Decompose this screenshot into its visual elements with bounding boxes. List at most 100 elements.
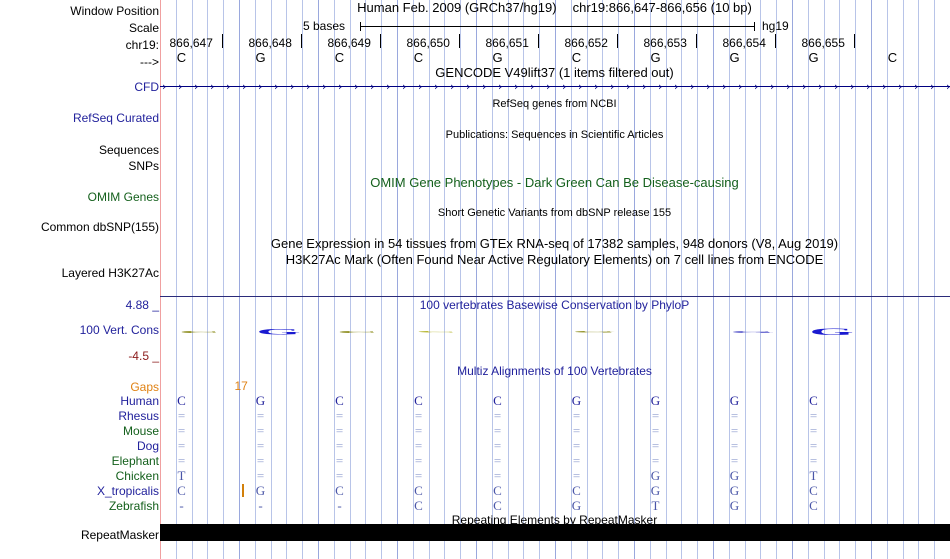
strand-arrow-icon: › [546,80,551,93]
strand-arrow-icon: › [514,80,519,93]
alignment-base: T [651,498,660,513]
alignment-base: G [571,393,582,408]
alignment-match-mark: = [256,423,265,438]
ruler-tick [537,34,539,48]
reference-base: C [176,50,187,65]
strand-arrow-icon: › [706,80,711,93]
conservation-base-mark: C [178,330,221,334]
label-repeatmasker[interactable]: RepeatMasker [80,528,159,542]
alignment-base: C [572,483,581,498]
ruler-coordinate: 866,651 [485,36,529,50]
reference-base: G [729,50,740,65]
alignment-base: C [809,393,818,408]
species-label-x_tropicalis[interactable]: X_tropicalis [96,484,159,498]
conservation-base-mark: G [730,330,775,334]
strand-arrow-icon: › [210,80,215,93]
label-layered-h3k27ac[interactable]: Layered H3K27Ac [61,266,159,280]
alignment-match-mark: = [335,468,344,483]
track-title-repeatmasker: Repeating Elements by RepeatMasker [451,513,658,527]
reference-base: C [334,50,345,65]
label-refseq-curated[interactable]: RefSeq Curated [72,111,159,125]
conservation-base-mark: C [336,330,379,334]
alignment-base: G [729,468,740,483]
assembly-title: Human Feb. 2009 (GRCh37/hg19) [357,0,557,15]
alignment-match-mark: = [414,453,423,468]
alignment-match-mark: = [177,453,186,468]
alignment-match-mark: = [414,423,423,438]
track-title-omim: OMIM Gene Phenotypes - Dark Green Can Be… [370,175,739,190]
reference-base: G [808,50,819,65]
label-snps[interactable]: SNPs [128,159,159,173]
conservation-base-mark: G [572,330,617,334]
ruler-tick [300,34,302,48]
strand-arrow-icon: › [834,80,839,93]
reference-base: C [887,50,898,65]
alignment-base: C [177,393,186,408]
alignment-base: G [650,393,661,408]
track-title-h3k27ac: H3K27Ac Mark (Often Found Near Active Re… [285,252,824,267]
alignment-match-mark: = [493,438,502,453]
label-100-vert-cons[interactable]: 100 Vert. Cons [79,323,159,337]
label-cons-min: -4.5 _ [128,349,159,363]
species-label-dog[interactable]: Dog [136,439,159,453]
strand-arrow-icon: › [754,80,759,93]
strand-arrow-icon: › [258,80,263,93]
strand-arrow-icon: › [242,80,247,93]
species-label-mouse[interactable]: Mouse [122,424,159,438]
track-title-refseq: RefSeq genes from NCBI [492,98,617,110]
label-gaps[interactable]: Gaps [130,380,159,394]
conservation-base-mark: G [256,327,301,337]
strand-arrow-icon: › [594,80,599,93]
assembly-position-header: Human Feb. 2009 (GRCh37/hg19) chr19:866,6… [159,1,950,14]
conservation-baseline [160,296,950,297]
ruler-coordinate: 866,652 [564,36,608,50]
alignment-base: C [493,498,502,513]
strand-arrow-icon: › [690,80,695,93]
ruler-tick [379,34,381,48]
strand-arrow-icon: › [306,80,311,93]
alignment-match-mark: = [572,468,581,483]
alignment-base: G [650,483,661,498]
species-label-elephant[interactable]: Elephant [111,454,159,468]
track-title-phylop: 100 vertebrates Basewise Conservation by… [419,298,690,312]
species-label-human[interactable]: Human [120,394,159,408]
label-window-position[interactable]: Window Position [70,4,159,18]
label-sequences[interactable]: Sequences [98,143,159,157]
alignment-match-mark: = [730,453,739,468]
reference-base: G [650,50,661,65]
alignment-base: C [809,483,818,498]
alignment-base: C [414,498,423,513]
species-label-rhesus[interactable]: Rhesus [118,409,159,423]
label-scale[interactable]: Scale [128,21,159,35]
alignment-base: G [729,393,740,408]
alignment-match-mark: = [572,438,581,453]
label-common-dbsnp[interactable]: Common dbSNP(155) [40,220,159,234]
strand-arrow-icon: › [322,80,327,93]
ruler-coordinate: 866,654 [722,36,766,50]
strand-arrow-icon: › [498,80,503,93]
species-label-chicken[interactable]: Chicken [115,469,159,483]
alignment-base: C [335,393,344,408]
label-cfd[interactable]: CFD [134,80,159,94]
alignment-base: T [809,468,818,483]
ruler-tick [774,34,776,48]
ruler-coordinate: 866,648 [248,36,292,50]
cfd-track-line [160,86,950,87]
track-title-gencode: GENCODE V49lift37 (1 items filtered out) [435,65,674,80]
track-title-publications: Publications: Sequences in Scientific Ar… [445,129,664,141]
alignment-match-mark: = [335,453,344,468]
species-label-zebrafish[interactable]: Zebrafish [108,499,159,513]
strand-arrow-icon: › [898,80,903,93]
alignment-match-mark: = [651,408,660,423]
label-omim-genes[interactable]: OMIM Genes [87,190,159,204]
cfd-arrow-track[interactable]: › › › › › › › › › › › › › › › › › › › › › › › › › › › › › › › › › › › › › › › ›… [160,80,950,94]
repeatmasker-bar[interactable] [160,524,950,541]
scale-bar-line [360,26,754,27]
label-chrom[interactable]: chr19: [125,38,159,52]
gap-tick-mark [241,484,244,497]
position-range: chr19:866,647-866,656 (10 bp) [572,0,752,15]
strand-arrow-icon: › [386,80,391,93]
alignment-match-mark: = [177,438,186,453]
